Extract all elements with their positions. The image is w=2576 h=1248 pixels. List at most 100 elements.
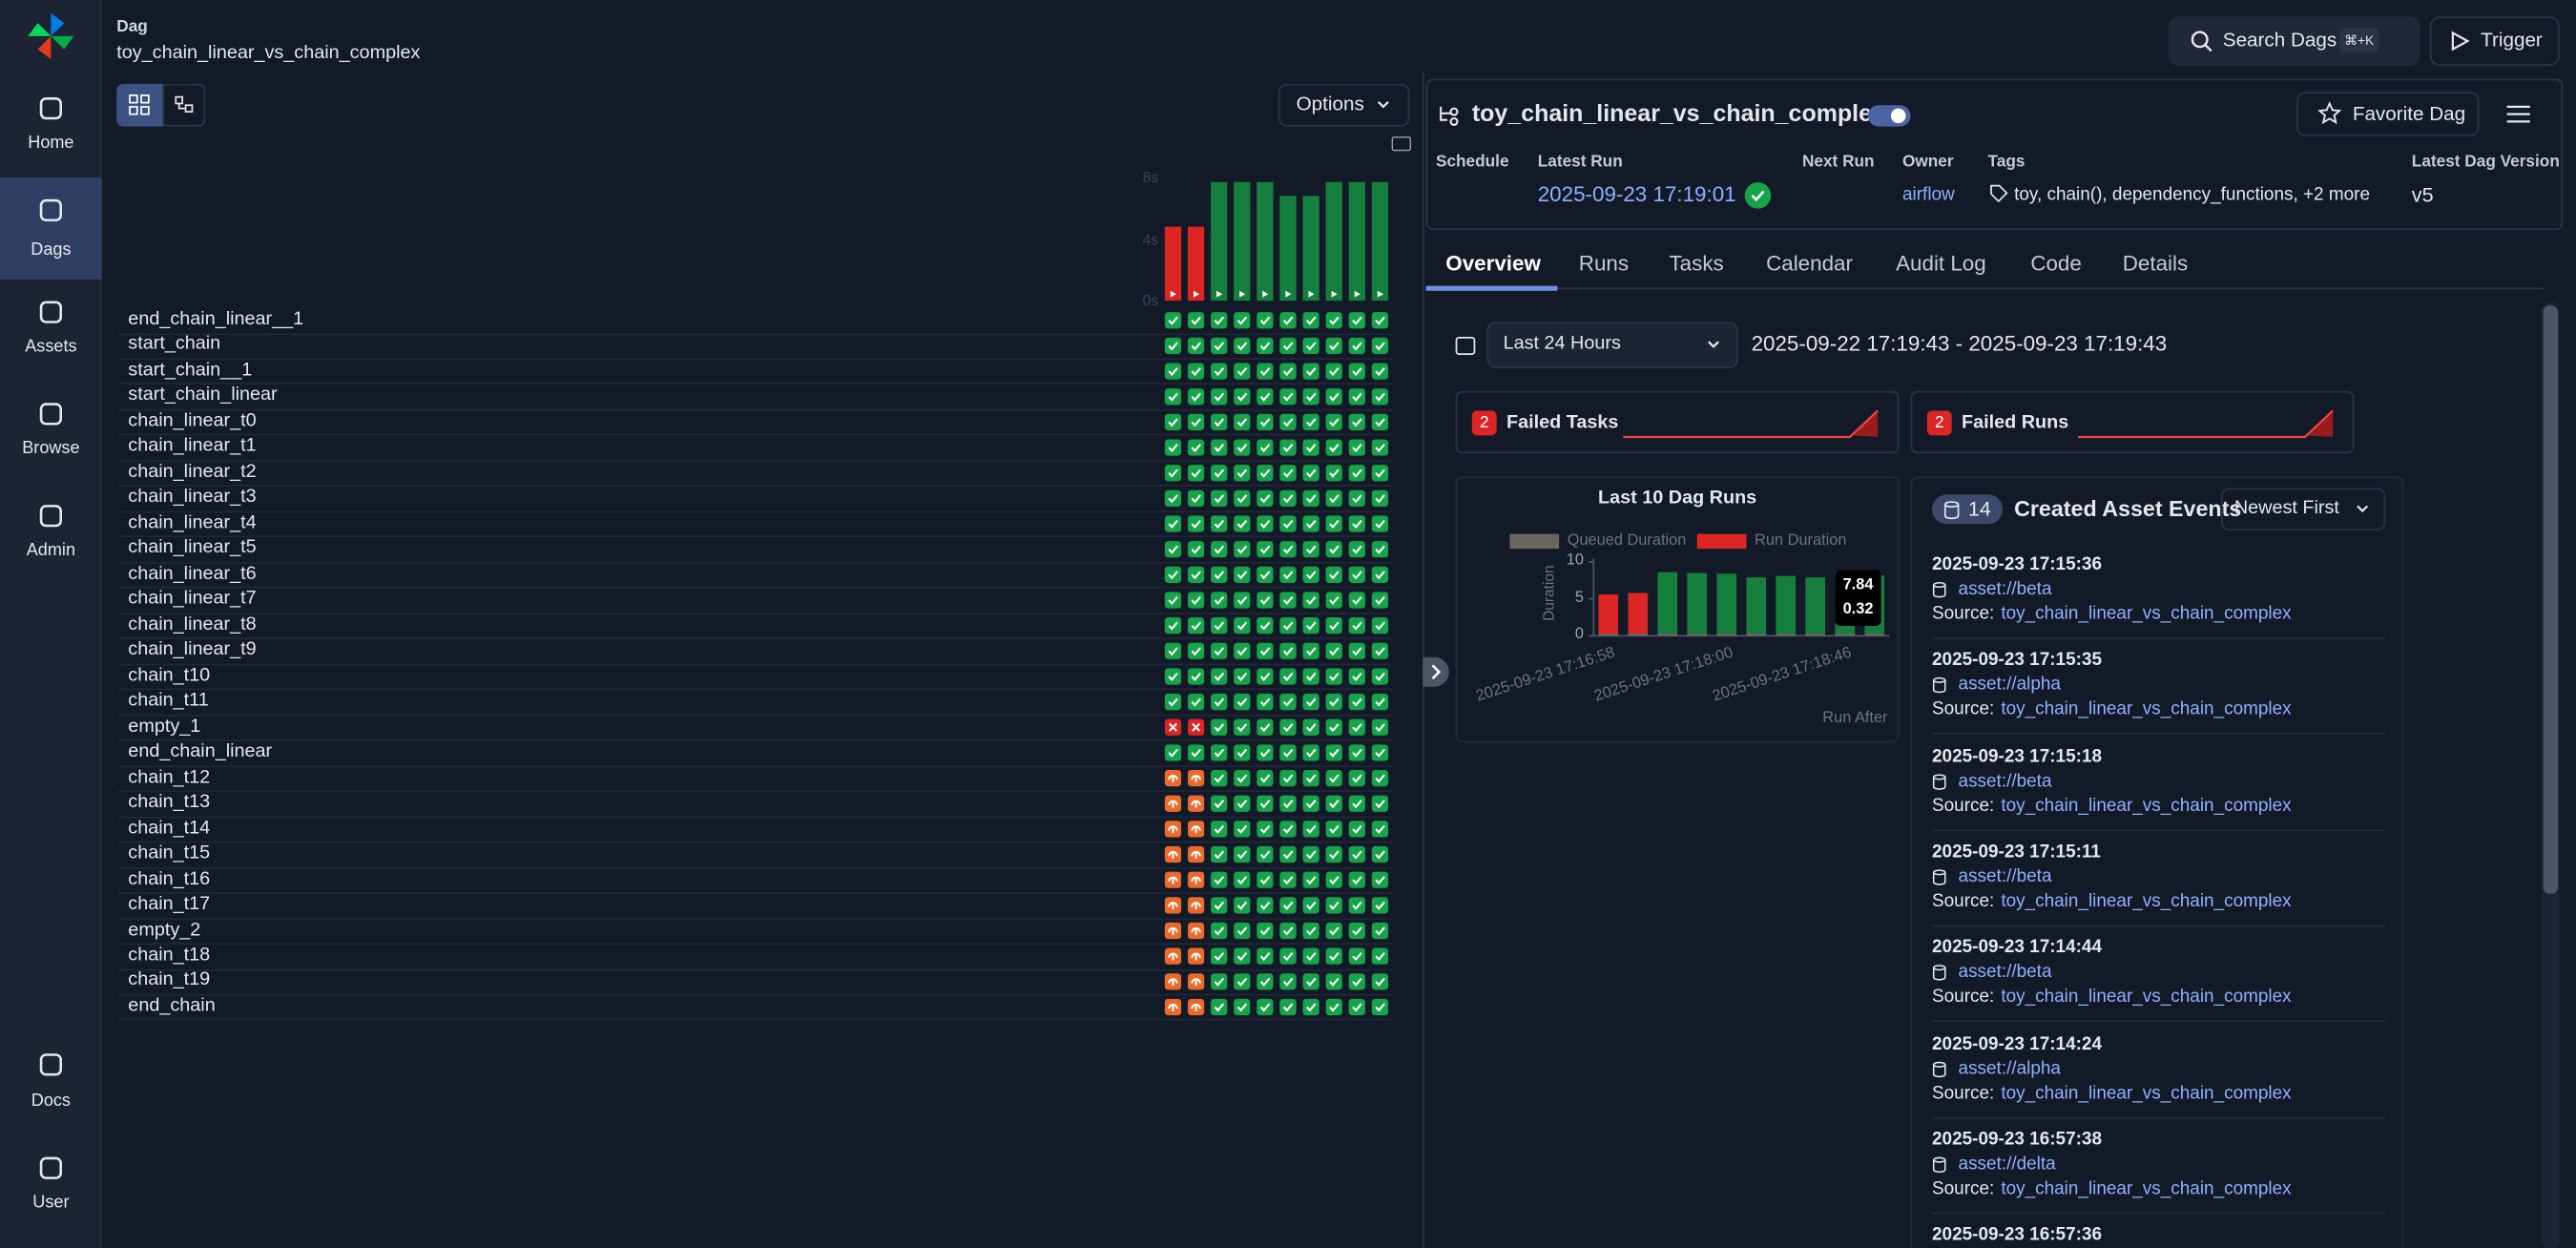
source-link[interactable]: toy_chain_linear_vs_chain_complex [2001,795,2292,816]
state-glyph [1375,545,1385,554]
state-glyph [1375,1003,1385,1012]
run-bar [1805,577,1826,634]
task-state [1279,769,1297,787]
row-separator [117,1019,1394,1022]
asset-link[interactable]: asset://beta [1958,771,2052,791]
task-state [1371,312,1389,329]
task-state [1257,363,1274,380]
state-glyph [1282,366,1294,377]
asset-link[interactable]: asset://alpha [1958,675,2061,696]
task-state [1325,439,1342,456]
failed-label: Failed Runs [1961,412,2069,432]
task-state [1234,489,1251,507]
asset-link[interactable]: asset://delta [1958,1154,2056,1175]
task-state [1348,845,1365,863]
task-state [1211,947,1228,965]
state-glyph [1214,748,1225,758]
failed-card[interactable] [1910,390,2355,454]
asset-link[interactable]: asset://beta [1958,866,2052,887]
state-glyph [1168,342,1178,351]
nav-icon [39,301,63,323]
state-glyph [1306,545,1317,554]
task-name: chain_t11 [128,691,209,711]
state-glyph [1236,443,1248,453]
source-link[interactable]: toy_chain_linear_vs_chain_complex [2001,1083,2292,1103]
tab[interactable]: Overview [1445,250,1541,276]
state-glyph [1352,774,1362,783]
task-state [1279,744,1297,761]
collapse-button[interactable] [1423,656,1449,687]
trigger-button[interactable] [2429,16,2560,66]
tab[interactable]: Calendar [1766,250,1853,276]
row-separator [117,358,1394,361]
task-state [1187,465,1205,482]
task-state [1187,592,1205,609]
task-state [1234,413,1251,431]
failed-card[interactable] [1455,390,1900,454]
task-state [1211,388,1228,406]
task-state [1371,694,1389,711]
source-link[interactable]: toy_chain_linear_vs_chain_complex [2001,987,2292,1008]
task-state [1371,718,1389,736]
sort-select[interactable] [2221,488,2386,531]
task-state [1211,439,1228,456]
state-glyph [1329,824,1340,834]
state-glyph [1306,443,1317,453]
state-glyph [1329,468,1340,478]
task-name: chain_t15 [128,843,211,863]
source-link[interactable]: toy_chain_linear_vs_chain_complex [2001,699,2292,720]
tab[interactable]: Audit Log [1896,250,1986,276]
state-glyph [1282,723,1294,733]
state-glyph [1282,800,1294,809]
tab[interactable]: Details [2122,250,2189,276]
source-link[interactable]: toy_chain_linear_vs_chain_complex [2001,891,2292,911]
task-state [1348,973,1365,990]
options-button[interactable] [1278,83,1410,127]
source-link[interactable]: toy_chain_linear_vs_chain_complex [2001,604,2292,624]
state-glyph [1214,519,1225,530]
field-value[interactable]: 2025-09-23 17:19:01 [1537,181,1736,207]
task-state [1302,845,1319,863]
tab[interactable]: Tasks [1669,250,1724,276]
field-value[interactable]: airflow [1902,185,1955,205]
task-state [1348,388,1365,406]
source-link[interactable]: toy_chain_linear_vs_chain_complex [2001,1178,2292,1199]
task-state [1211,769,1228,787]
task-state [1279,668,1297,685]
graph-view-button[interactable] [162,83,206,127]
run-marker [1331,290,1338,298]
task-state [1371,592,1389,609]
shape [39,403,63,426]
state-glyph [1259,977,1271,987]
task-state [1211,617,1228,634]
trigger-label: Trigger [2481,28,2543,52]
state-glyph [1214,621,1225,631]
state-glyph [1168,672,1178,681]
task-state [1187,439,1205,456]
task-name: chain_linear_t1 [128,436,257,457]
row-separator [117,866,1394,869]
state-glyph [1375,443,1385,453]
task-state [1257,897,1274,914]
state-glyph [1352,850,1362,860]
asset-link[interactable]: asset://beta [1958,579,2052,599]
state-glyph [1352,342,1362,351]
field-value: v5 [2411,183,2434,207]
favorite-button[interactable] [2296,92,2480,136]
grid-view-button[interactable] [116,83,163,127]
source-label: Source: [1932,604,1995,624]
asset-link[interactable]: asset://alpha [1958,1058,2061,1078]
state-glyph [1236,545,1248,554]
range-select[interactable] [1486,322,1738,368]
asset-link[interactable]: asset://beta [1958,962,2052,983]
tab[interactable]: Code [2030,250,2082,276]
state-glyph [1352,443,1362,453]
shape [1932,773,1946,790]
state-glyph [1191,952,1201,961]
task-state [1164,617,1182,634]
state-glyph [1352,901,1362,910]
tab[interactable]: Runs [1578,250,1630,276]
run-bar [1657,572,1678,634]
task-name: chain_linear_t4 [128,512,257,533]
state-glyph [1375,342,1385,351]
